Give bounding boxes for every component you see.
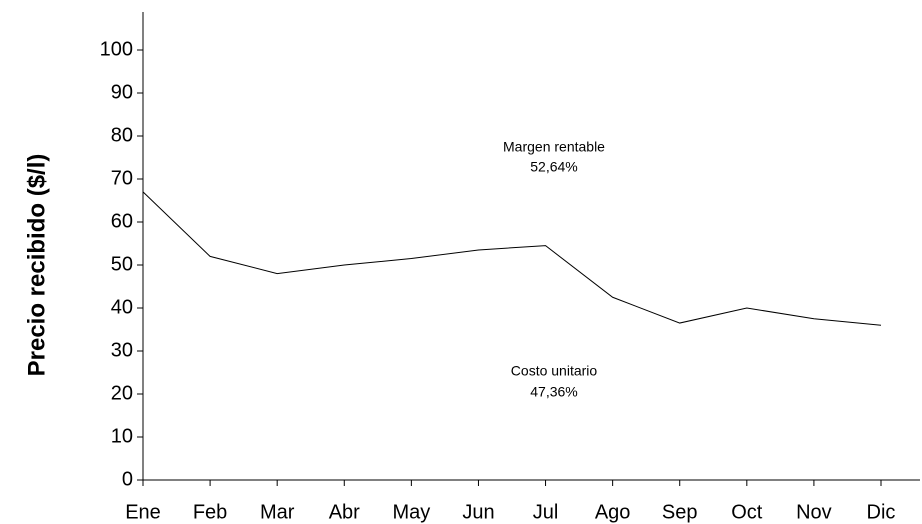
x-tick-label: Oct (731, 501, 763, 523)
y-tick-label: 70 (111, 167, 133, 189)
y-tick-label: 100 (100, 38, 133, 60)
y-axis-label: Precio recibido ($/l) (23, 154, 50, 377)
annotation: Margen rentable (503, 139, 605, 155)
y-tick-label: 90 (111, 81, 133, 103)
y-tick-label: 40 (111, 296, 133, 318)
x-tick-label: May (392, 501, 430, 523)
x-tick-label: Mar (260, 501, 295, 523)
x-tick-label: Jun (462, 501, 494, 523)
y-tick-label: 80 (111, 124, 133, 146)
x-tick-label: Ene (125, 501, 161, 523)
x-tick-label: Jul (533, 501, 559, 523)
line (142, 191, 882, 326)
annotation: 47,36% (530, 384, 577, 400)
y-tick-label: 0 (122, 468, 133, 490)
y-tick-label: 50 (111, 253, 133, 275)
y-tick-label: 30 (111, 339, 133, 361)
y-tick-label: 20 (111, 382, 133, 404)
y-tick-label: 10 (111, 425, 133, 447)
annotation: 52,64% (530, 159, 577, 175)
x-tick-label: Ago (595, 501, 631, 523)
x-tick-label: Dic (867, 501, 896, 523)
x-tick-label: Feb (193, 501, 227, 523)
x-tick-label: Nov (796, 501, 832, 523)
y-tick-label: 60 (111, 210, 133, 232)
x-tick-label: Sep (662, 501, 698, 523)
annotation: Costo unitario (511, 363, 598, 379)
x-tick-label: Abr (329, 501, 360, 523)
